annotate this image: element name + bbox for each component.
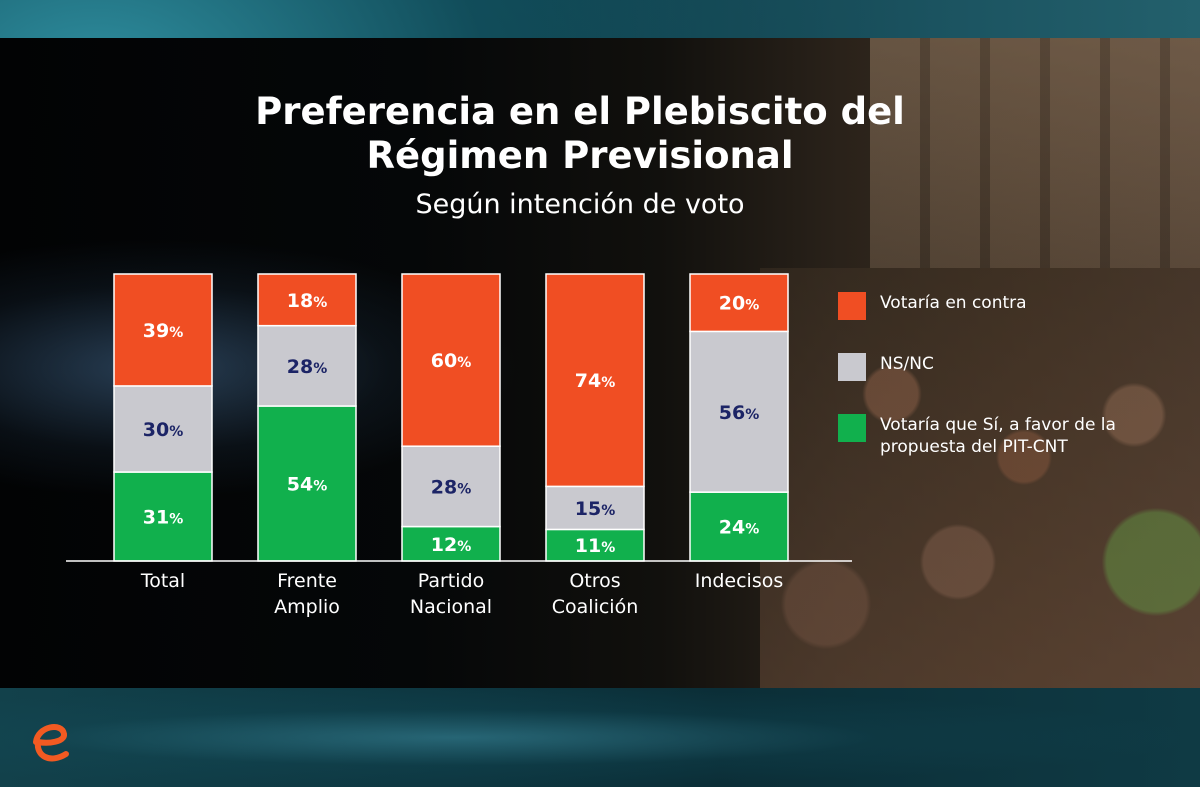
legend-label-si: Votaría que Sí, a favor de la propuesta … — [880, 415, 1116, 457]
bar-segment-contra — [545, 273, 645, 488]
legend-swatch-nsnc — [838, 353, 866, 381]
bar-segment-contra — [113, 273, 213, 387]
bar-segment-si — [689, 491, 789, 562]
bar-segment-nsnc — [545, 485, 645, 531]
data-label-nsnc: 28% — [287, 356, 327, 378]
data-label-si: 12% — [431, 534, 471, 556]
bar-segment-contra — [689, 273, 789, 333]
bar-segment-si — [257, 405, 357, 562]
legend-item-contra: Votaría en contra — [838, 292, 1150, 320]
category-label: Indecisos — [695, 570, 784, 592]
panel-photo-building — [870, 38, 1200, 268]
legend-swatch-si — [838, 414, 866, 442]
background-top-band — [540, 0, 1200, 40]
data-label-si: 11% — [575, 535, 615, 557]
data-label-nsnc: 30% — [143, 419, 183, 441]
legend-swatch-contra — [838, 292, 866, 320]
data-label-nsnc: 15% — [575, 498, 615, 520]
data-label-contra: 60% — [431, 350, 471, 372]
legend-label-nsnc: NS/NC — [880, 354, 934, 374]
data-label-si: 24% — [719, 517, 759, 539]
category-label: Otros Coalición — [552, 570, 638, 618]
bar-segment-nsnc — [689, 330, 789, 493]
data-label-contra: 20% — [719, 293, 759, 315]
e-logo-icon — [33, 724, 69, 762]
bar-segment-nsnc — [257, 324, 357, 407]
category-label: Partido Nacional — [410, 570, 492, 618]
legend-item-si: Votaría que Sí, a favor de la propuesta … — [838, 414, 1150, 458]
data-label-nsnc: 28% — [431, 476, 471, 498]
bar-segment-si — [401, 525, 501, 562]
panel-photo-crowd — [760, 268, 1200, 688]
data-label-nsnc: 56% — [719, 402, 759, 424]
data-label-contra: 18% — [287, 290, 327, 312]
data-label-contra: 74% — [575, 370, 615, 392]
legend-item-nsnc: NS/NC — [838, 353, 1150, 381]
data-label-contra: 39% — [143, 320, 183, 342]
bar-segment-contra — [401, 273, 501, 447]
background-bottom-band — [0, 688, 1200, 787]
chart-subtitle: Según intención de voto — [415, 189, 745, 220]
chart-title: Preferencia en el Plebiscito del Régimen… — [255, 90, 905, 177]
category-label: Total — [140, 570, 185, 592]
data-label-si: 54% — [287, 474, 327, 496]
bar-segment-nsnc — [113, 385, 213, 473]
bar-segment-contra — [257, 273, 357, 327]
data-label-si: 31% — [143, 507, 183, 529]
legend-label-contra: Votaría en contra — [880, 293, 1027, 313]
bar-segment-si — [113, 471, 213, 562]
category-label: Frente Amplio — [274, 570, 340, 618]
